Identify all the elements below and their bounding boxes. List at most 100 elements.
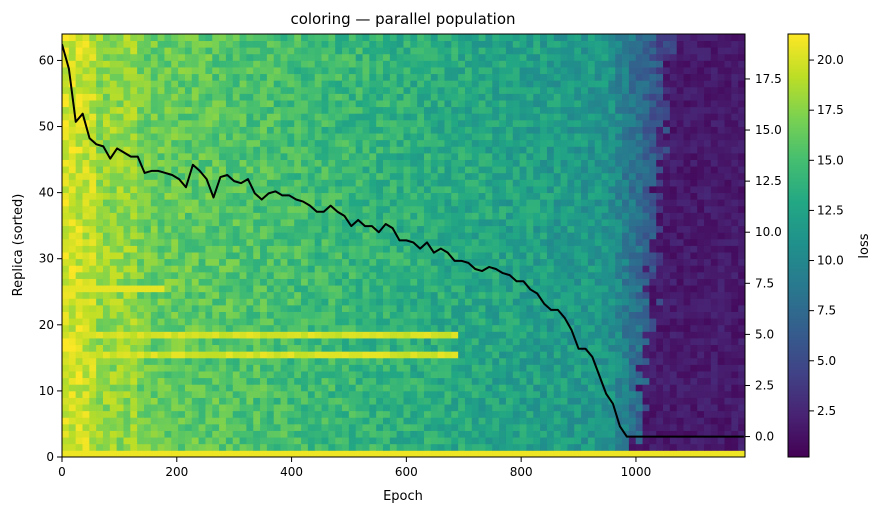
heatmap-cell	[157, 252, 165, 260]
heatmap-cell	[451, 404, 459, 412]
heatmap-cell	[738, 377, 745, 385]
heatmap-cell	[273, 351, 281, 359]
heatmap-cell	[198, 384, 206, 392]
heatmap-cell	[116, 192, 124, 200]
heatmap-cell	[430, 245, 439, 253]
heatmap-cell	[437, 199, 445, 207]
heatmap-cell	[273, 397, 281, 405]
heatmap-cell	[335, 258, 343, 266]
heatmap-cell	[225, 437, 234, 445]
heatmap-cell	[683, 324, 691, 332]
heatmap-cell	[335, 186, 343, 194]
heatmap-cell	[710, 318, 719, 326]
heatmap-cell	[389, 450, 398, 457]
heatmap-cell	[574, 390, 582, 398]
heatmap-cell	[417, 232, 425, 240]
heatmap-cell	[403, 271, 411, 279]
heatmap-cell	[82, 199, 90, 207]
heatmap-cell	[246, 397, 254, 405]
heatmap-cell	[198, 238, 206, 246]
heatmap-cell	[198, 285, 206, 293]
heatmap-cell	[417, 172, 425, 180]
heatmap-cell	[212, 179, 220, 187]
heatmap-cell	[430, 159, 439, 167]
heatmap-cell	[622, 205, 630, 213]
heatmap-cell	[683, 271, 691, 279]
heatmap-cell	[171, 205, 179, 213]
heatmap-cell	[389, 285, 398, 293]
heatmap-cell	[164, 404, 172, 412]
heatmap-cell	[697, 192, 705, 200]
heatmap-cell	[137, 357, 145, 365]
heatmap-cell	[75, 331, 83, 339]
heatmap-cell	[246, 324, 254, 332]
heatmap-cell	[273, 139, 281, 147]
heatmap-cell	[533, 186, 541, 194]
heatmap-cell	[567, 232, 575, 240]
heatmap-cell	[649, 166, 657, 174]
heatmap-cell	[198, 146, 206, 154]
heatmap-cell	[546, 139, 555, 147]
heatmap-cell	[581, 205, 589, 213]
heatmap-cell	[567, 245, 575, 253]
heatmap-cell	[225, 423, 234, 431]
heatmap-cell	[437, 357, 445, 365]
heatmap-cell	[505, 166, 514, 174]
heatmap-cell	[635, 371, 643, 379]
heatmap-cell	[710, 423, 719, 431]
heatmap-cell	[178, 252, 186, 260]
heatmap-cell	[205, 245, 213, 253]
heatmap-cell	[198, 265, 206, 273]
heatmap-cell	[622, 384, 630, 392]
heatmap-cell	[423, 199, 432, 207]
heatmap-cell	[246, 390, 254, 398]
heatmap-cell	[362, 146, 370, 154]
heatmap-cell	[464, 252, 473, 260]
heatmap-cell	[253, 397, 261, 405]
heatmap-cell	[704, 159, 712, 167]
heatmap-cell	[116, 186, 124, 194]
heatmap-cell	[492, 212, 500, 220]
heatmap-cell	[574, 298, 582, 306]
heatmap-cell	[102, 357, 111, 365]
heatmap-cell	[628, 324, 637, 332]
heatmap-cell	[143, 252, 152, 260]
heatmap-cell	[683, 245, 691, 253]
heatmap-cell	[697, 212, 705, 220]
heatmap-cell	[710, 146, 719, 154]
heatmap-cell	[704, 397, 712, 405]
heatmap-cell	[697, 271, 705, 279]
heatmap-cell	[669, 410, 678, 418]
heatmap-cell	[505, 324, 514, 332]
heatmap-cell	[376, 377, 384, 385]
heatmap-cell	[622, 139, 630, 147]
heatmap-cell	[232, 443, 240, 451]
heatmap-cell	[533, 384, 541, 392]
heatmap-cell	[266, 430, 275, 438]
heatmap-cell	[376, 417, 384, 425]
heatmap-cell	[96, 324, 104, 332]
heatmap-cell	[656, 344, 664, 352]
heatmap-cell	[581, 291, 589, 299]
heatmap-cell	[164, 437, 172, 445]
heatmap-cell	[383, 258, 391, 266]
heatmap-cell	[676, 219, 684, 227]
heatmap-cell	[109, 219, 118, 227]
heatmap-cell	[287, 271, 295, 279]
heatmap-cell	[676, 324, 684, 332]
heatmap-cell	[157, 192, 165, 200]
heatmap-cell	[137, 172, 145, 180]
heatmap-cell	[342, 318, 350, 326]
heatmap-cell	[656, 245, 664, 253]
heatmap-cell	[376, 126, 384, 134]
heatmap-cell	[738, 291, 745, 299]
heatmap-cell	[62, 410, 70, 418]
heatmap-cell	[574, 304, 582, 312]
heatmap-cell	[294, 430, 302, 438]
heatmap-cell	[184, 159, 193, 167]
heatmap-cell	[280, 265, 288, 273]
heatmap-cell	[656, 146, 664, 154]
heatmap-cell	[724, 166, 732, 174]
heatmap-cell	[362, 430, 370, 438]
heatmap-cell	[505, 311, 514, 319]
